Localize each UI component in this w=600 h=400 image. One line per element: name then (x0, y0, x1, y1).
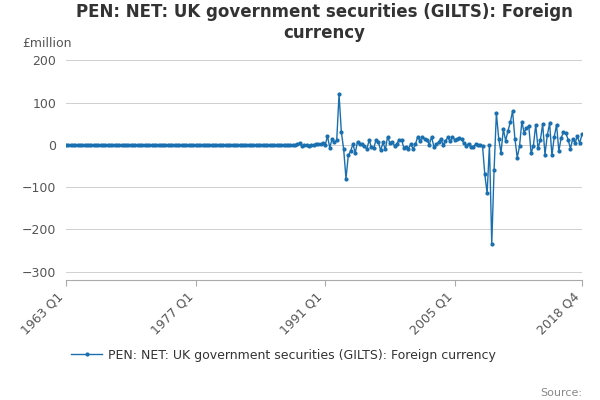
PEN: NET: UK government securities (GILTS): Foreign currency: (184, -235): NET: UK government securities (GILTS): F… (488, 242, 496, 246)
Text: £million: £million (22, 37, 71, 50)
Legend: PEN: NET: UK government securities (GILTS): Foreign currency: PEN: NET: UK government securities (GILT… (66, 344, 502, 367)
PEN: NET: UK government securities (GILTS): Foreign currency: (219, 14.3): NET: UK government securities (GILTS): F… (569, 136, 577, 141)
Title: PEN: NET: UK government securities (GILTS): Foreign
currency: PEN: NET: UK government securities (GILT… (76, 3, 572, 42)
PEN: NET: UK government securities (GILTS): Foreign currency: (139, 19.3): NET: UK government securities (GILTS): F… (384, 134, 391, 139)
PEN: NET: UK government securities (GILTS): Foreign currency: (49, 0): NET: UK government securities (GILTS): F… (176, 142, 183, 147)
PEN: NET: UK government securities (GILTS): Foreign currency: (0, 0): NET: UK government securities (GILTS): F… (62, 142, 70, 147)
PEN: NET: UK government securities (GILTS): Foreign currency: (17, 0): NET: UK government securities (GILTS): F… (102, 142, 109, 147)
Line: PEN: NET: UK government securities (GILTS): Foreign currency: PEN: NET: UK government securities (GILT… (65, 93, 583, 246)
PEN: NET: UK government securities (GILTS): Foreign currency: (20, 0): NET: UK government securities (GILTS): F… (109, 142, 116, 147)
PEN: NET: UK government securities (GILTS): Foreign currency: (118, 120): NET: UK government securities (GILTS): F… (335, 92, 343, 97)
PEN: NET: UK government securities (GILTS): Foreign currency: (120, -10): NET: UK government securities (GILTS): F… (340, 147, 347, 152)
PEN: NET: UK government securities (GILTS): Foreign currency: (223, 25): NET: UK government securities (GILTS): F… (578, 132, 586, 137)
Text: Source:: Source: (540, 388, 582, 398)
